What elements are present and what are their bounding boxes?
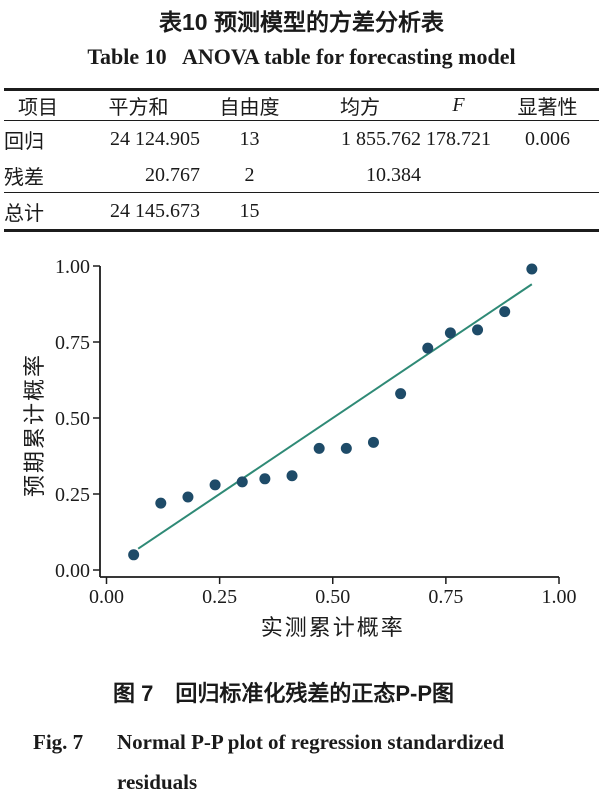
y-tick-label: 0.75	[55, 332, 90, 354]
figure-caption-en-label: Fig. 7	[33, 730, 84, 754]
data-point	[236, 476, 248, 488]
table-title-zh: 表10 预测模型的方差分析表	[159, 9, 444, 35]
cell-mean-square: 1 855.762	[341, 128, 421, 151]
cell-item: 残差	[4, 158, 77, 193]
cell-f	[421, 193, 496, 231]
cell-f: 178.721	[426, 128, 491, 151]
cell-df: 15	[239, 199, 260, 222]
col-header-sum-of-squares: 平方和	[77, 89, 200, 121]
data-point	[444, 327, 456, 339]
data-point	[286, 470, 298, 482]
data-point	[209, 479, 221, 491]
cell-f	[421, 158, 496, 193]
cell-sum-of-squares: 20.767	[77, 158, 200, 193]
anova-table: 项目 平方和 自由度 均方 F 显著性 回归 24 124.905 13 1 8…	[4, 88, 599, 232]
cell-item: 回归	[4, 131, 44, 154]
y-tick-label: 0.50	[55, 408, 90, 430]
data-point	[499, 306, 511, 318]
data-point	[367, 436, 379, 448]
x-tick-label: 0.75	[428, 586, 463, 608]
table-header-row: 项目 平方和 自由度 均方 F 显著性	[4, 89, 599, 121]
y-tick-label: 0.00	[55, 560, 90, 582]
figure-caption-en-line2: residuals	[117, 770, 198, 789]
cell-significance: 0.006	[525, 128, 570, 151]
cell-sum-of-squares: 24 124.905	[110, 128, 200, 151]
data-point	[259, 473, 271, 485]
x-tick-label: 1.00	[542, 586, 577, 608]
data-point	[472, 324, 484, 336]
data-point	[155, 497, 167, 509]
pp-plot: 0.00 0.25 0.50 0.75 1.00 0.00 0.25 0.50 0.75 1.00…	[0, 240, 603, 650]
table-title-en: Table 10 ANOVA table for forecasting mod…	[87, 44, 516, 69]
x-tick-label: 0.25	[202, 586, 237, 608]
data-point	[340, 442, 352, 454]
data-point	[395, 388, 407, 400]
cell-significance	[496, 158, 599, 193]
cell-df: 2	[200, 158, 299, 193]
cell-df: 13	[239, 128, 260, 151]
figure-caption-en: Fig. 7 Normal P-P plot of regression sta…	[33, 722, 593, 789]
y-tick-label: 1.00	[55, 256, 90, 278]
normality-reference-line	[137, 283, 533, 550]
data-point	[526, 263, 538, 275]
x-axis-title: 实测累计概率	[261, 615, 405, 640]
col-header-item: 项目	[4, 89, 77, 121]
col-header-df: 自由度	[200, 89, 299, 121]
pp-plot-svg: 0.00 0.25 0.50 0.75 1.00 0.00 0.25 0.50 0.75 1.00…	[22, 256, 577, 640]
figure-caption-en-line1: Normal P-P plot of regression standardiz…	[117, 730, 505, 754]
cell-item: 总计	[4, 202, 44, 225]
cell-sum-of-squares: 24 145.673	[110, 199, 200, 222]
table-row-total: 总计 24 145.673 15	[4, 193, 599, 231]
col-header-mean-square: 均方	[299, 89, 421, 121]
cell-mean-square	[299, 193, 421, 231]
figure-caption-zh: 图 7 回归标准化残差的正态P-P图	[113, 681, 455, 706]
data-point	[313, 442, 325, 454]
col-header-significance: 显著性	[496, 89, 599, 121]
cell-mean-square: 10.384	[299, 158, 421, 193]
x-tick-label: 0.00	[89, 586, 124, 608]
data-point	[128, 549, 140, 561]
cell-significance	[496, 193, 599, 231]
table-row-regression: 回归 24 124.905 13 1 855.762 178.721 0.006	[4, 121, 599, 159]
y-axis-title: 预期累计概率	[22, 353, 47, 497]
col-header-f: F	[421, 89, 496, 121]
data-point	[422, 342, 434, 354]
x-tick-label: 0.50	[315, 586, 350, 608]
y-tick-label: 0.25	[55, 484, 90, 506]
table-row-residual: 残差 20.767 2 10.384	[4, 158, 599, 193]
data-point	[182, 491, 194, 503]
